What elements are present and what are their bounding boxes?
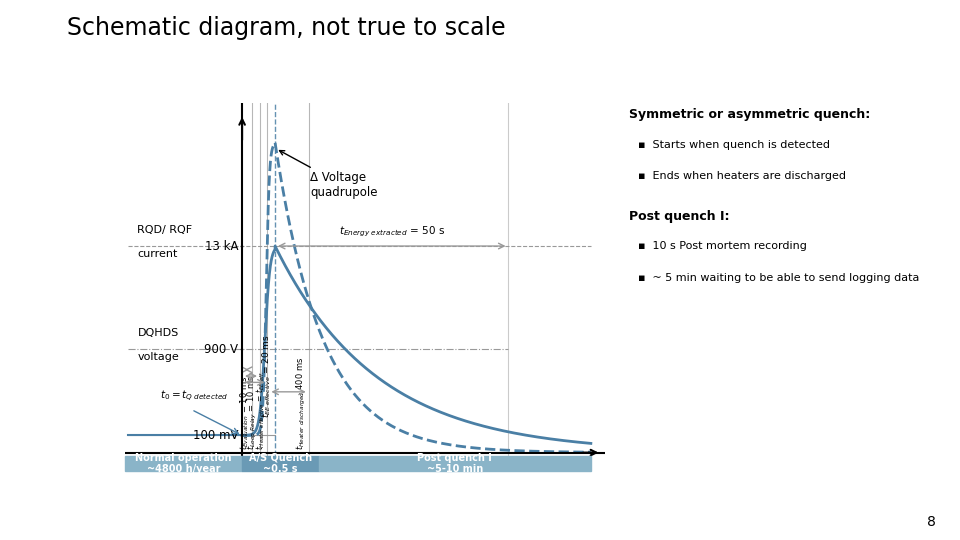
- Text: RQD/ RQF: RQD/ RQF: [137, 225, 193, 234]
- Bar: [242, 456, 319, 471]
- Text: 100 mV: 100 mV: [193, 429, 238, 442]
- Text: $t_{Loop\ Relay}$ = 10 ms: $t_{Loop\ Relay}$ = 10 ms: [246, 374, 259, 450]
- Text: DQHDS: DQHDS: [137, 328, 179, 338]
- Text: A/S Quench
~0.5 s: A/S Quench ~0.5 s: [249, 453, 312, 474]
- Text: ▪  ~ 5 min waiting to be able to send logging data: ▪ ~ 5 min waiting to be able to send log…: [638, 273, 920, 283]
- Text: $t_{Heater\ discharged}$ 400 ms: $t_{Heater\ discharged}$ 400 ms: [295, 356, 308, 450]
- Text: $t_{EE\ effective}$ = 20 ms: $t_{EE\ effective}$ = 20 ms: [261, 334, 274, 418]
- Text: Symmetric or asymmetric quench:: Symmetric or asymmetric quench:: [629, 108, 870, 121]
- Text: current: current: [137, 249, 178, 259]
- Text: Normal operation
~4800 h/year: Normal operation ~4800 h/year: [135, 453, 231, 474]
- Text: Post quench I:: Post quench I:: [629, 210, 730, 223]
- Text: $t_0 = t_{Q\ detected}$: $t_0 = t_{Q\ detected}$: [159, 389, 228, 404]
- Bar: [125, 456, 242, 471]
- Text: ▪  10 s Post mortem recording: ▪ 10 s Post mortem recording: [638, 241, 807, 252]
- Bar: [319, 456, 590, 471]
- Text: 900 V: 900 V: [204, 343, 238, 356]
- Text: $t_{Heater\ effective}$ = $t_{EE\ eff.}$: $t_{Heater\ effective}$ = $t_{EE\ eff.}$: [254, 370, 267, 450]
- Text: Post quench I
~5-10 min: Post quench I ~5-10 min: [418, 453, 492, 474]
- Text: voltage: voltage: [137, 352, 180, 362]
- Text: Δ Voltage
quadrupole: Δ Voltage quadrupole: [279, 151, 377, 199]
- Text: ▪  Ends when heaters are discharged: ▪ Ends when heaters are discharged: [638, 171, 847, 181]
- Text: ▪  Starts when quench is detected: ▪ Starts when quench is detected: [638, 139, 830, 150]
- Text: 13 kA: 13 kA: [204, 240, 238, 253]
- Text: 8: 8: [927, 515, 936, 529]
- Text: $t_{Evaluation}$ = 10 ms: $t_{Evaluation}$ = 10 ms: [238, 375, 251, 450]
- Text: $t_{Energy\ extracted}$ = 50 s: $t_{Energy\ extracted}$ = 50 s: [339, 225, 444, 239]
- Text: Schematic diagram, not true to scale: Schematic diagram, not true to scale: [67, 16, 506, 40]
